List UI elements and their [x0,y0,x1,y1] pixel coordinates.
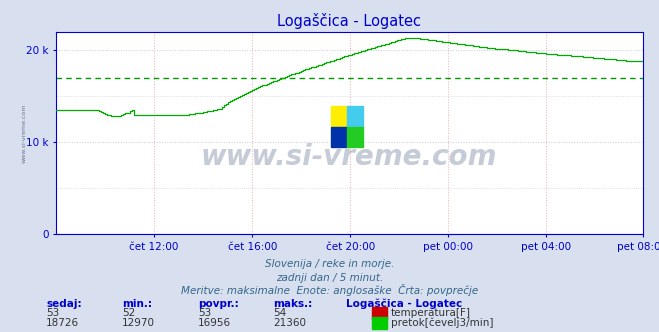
Bar [331,107,347,127]
Text: 16956: 16956 [198,318,231,328]
Text: www.si-vreme.com: www.si-vreme.com [201,143,498,171]
Text: 54: 54 [273,308,287,318]
Text: sedaj:: sedaj: [46,299,82,309]
Text: Logaščica - Logatec: Logaščica - Logatec [346,298,462,309]
Text: www.si-vreme.com: www.si-vreme.com [21,103,26,163]
Text: min.:: min.: [122,299,152,309]
Text: 12970: 12970 [122,318,155,328]
Bar [347,127,363,147]
Text: Meritve: maksimalne  Enote: anglosaške  Črta: povprečje: Meritve: maksimalne Enote: anglosaške Čr… [181,284,478,296]
Bar [331,127,347,147]
Bar [347,107,363,127]
Title: Logaščica - Logatec: Logaščica - Logatec [277,13,421,29]
Text: povpr.:: povpr.: [198,299,239,309]
Text: maks.:: maks.: [273,299,313,309]
Text: Slovenija / reke in morje.: Slovenija / reke in morje. [265,259,394,269]
Text: 52: 52 [122,308,135,318]
Text: 18726: 18726 [46,318,79,328]
Text: zadnji dan / 5 minut.: zadnji dan / 5 minut. [276,273,383,283]
Text: 53: 53 [46,308,59,318]
Text: pretok[čevelj3/min]: pretok[čevelj3/min] [391,317,494,328]
Text: 53: 53 [198,308,211,318]
Text: 21360: 21360 [273,318,306,328]
Text: temperatura[F]: temperatura[F] [391,308,471,318]
